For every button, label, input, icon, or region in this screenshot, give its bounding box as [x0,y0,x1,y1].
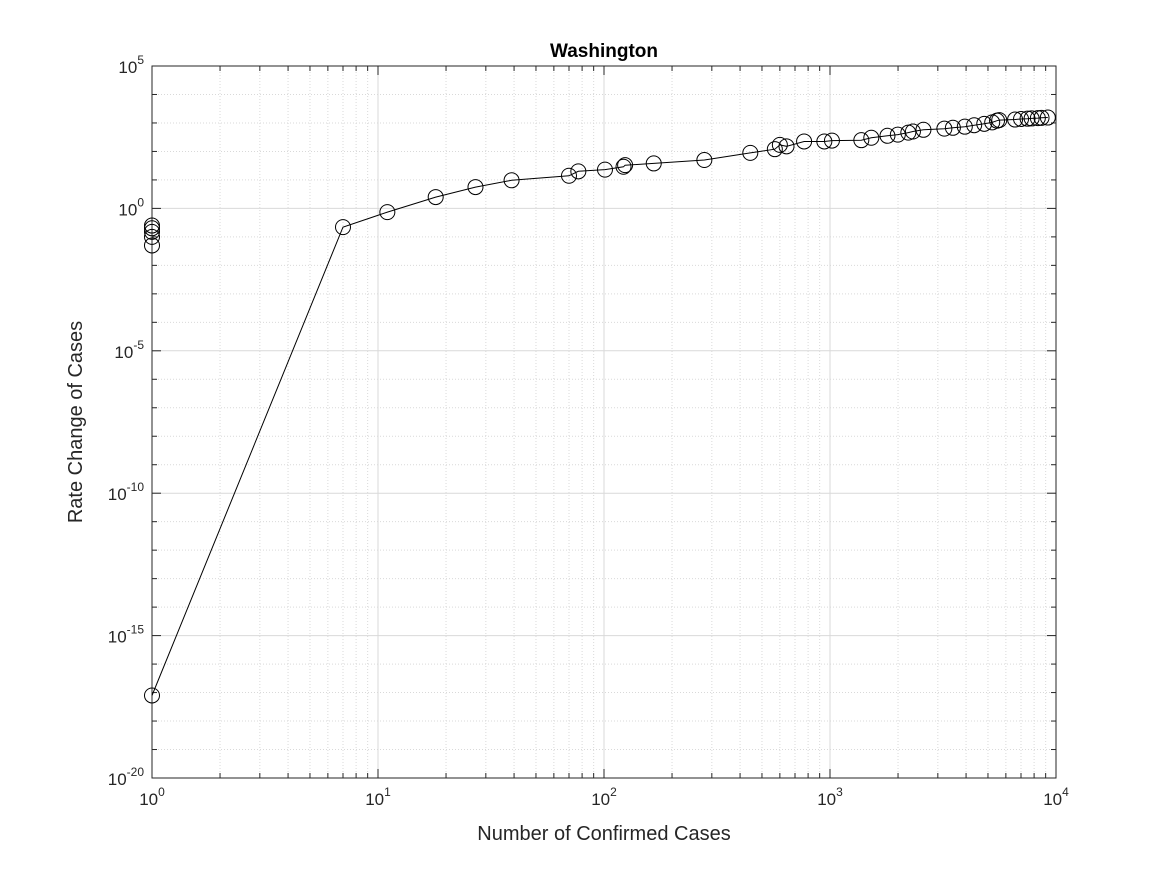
x-tick-label: 103 [817,785,843,809]
data-point [570,163,587,180]
series-layer [144,109,1056,704]
x-tick-label: 100 [139,785,165,809]
data-point [617,157,634,174]
data-point [144,217,160,234]
data-point [944,119,961,136]
data-point [936,120,953,137]
y-axis-label: Rate Change of Cases [65,321,87,523]
data-point [904,123,921,140]
y-axis-ticks: 105 100 10-5 10-10 10-15 10-20 [108,53,145,789]
axes-border [151,65,1057,779]
y-tick-label: 10-15 [108,623,145,647]
data-point [144,237,160,254]
data-point [379,204,396,221]
data-point [853,132,870,149]
data-point [144,223,160,240]
data-point [144,687,160,704]
chart-title: Washington [550,41,658,62]
axes-box [151,65,1057,779]
major-grid [152,66,1056,778]
y-tick-label: 100 [118,195,144,219]
y-tick-label: 10-5 [114,338,144,362]
data-point [1023,110,1040,127]
data-point [1029,110,1046,127]
x-tick-label: 104 [1043,785,1069,809]
data-point [816,133,833,150]
data-point [889,126,906,143]
data-point [1033,109,1050,126]
data-point [1039,109,1056,126]
data-point [1019,110,1036,127]
x-tick-label: 102 [591,785,617,809]
data-point [991,112,1008,129]
data-point [742,144,759,161]
data-point [976,115,993,132]
data-point [796,133,813,150]
data-point [615,158,632,175]
data-point [645,155,662,172]
data-point [144,228,160,245]
data-point [467,179,484,196]
data-point [863,129,880,146]
data-point [427,189,444,206]
minor-grid [152,66,1056,778]
data-point [596,161,613,178]
data-point [956,118,973,135]
y-tick-label: 105 [118,53,144,77]
data-point [966,117,983,134]
data-point [503,172,520,189]
data-point [334,219,351,236]
data-point [823,132,840,149]
data-point [879,127,896,144]
series-line [151,117,1048,696]
x-tick-label: 101 [365,785,391,809]
x-axis-ticks: 100 101 102 103 104 [139,785,1069,809]
data-point [771,136,788,153]
data-point [915,121,932,138]
data-point [778,138,795,155]
data-point [560,167,577,184]
data-point [1013,110,1030,127]
data-point [696,152,713,169]
y-tick-label: 10-20 [108,765,145,789]
y-tick-label: 10-10 [108,480,145,504]
data-point [766,141,783,158]
data-point [1007,111,1024,128]
x-axis-label: Number of Confirmed Cases [477,823,730,845]
